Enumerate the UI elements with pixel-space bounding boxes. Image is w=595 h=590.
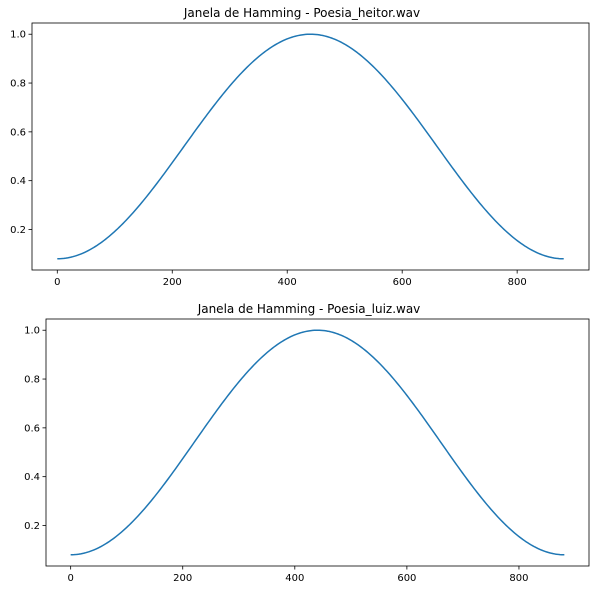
y-tick-label: 0.4 [24,472,40,483]
series-layer [57,33,564,260]
x-tick-label: 800 [508,277,527,288]
x-axis: 0 200 400 600 800 [54,270,527,288]
axes-frame [31,22,590,271]
series-line [57,33,564,260]
x-tick-label: 0 [54,277,60,288]
chart-title: Janela de Hamming - Poesia_heitor.wav [183,6,420,20]
axes-frame [45,318,590,567]
y-axis: 0.2 0.4 0.6 0.8 1.0 [24,326,46,532]
chart-panel-2: Janela de Hamming - Poesia_luiz.wav 0 200… [24,302,590,584]
y-tick-label: 1.0 [24,326,40,337]
y-tick-label: 1.0 [10,30,26,41]
x-tick-label: 800 [509,573,528,584]
y-tick-label: 0.8 [10,79,26,90]
y-axis: 0.2 0.4 0.6 0.8 1.0 [10,30,32,236]
x-tick-label: 200 [173,573,192,584]
plot-area [32,23,589,270]
series-line [70,329,565,556]
x-axis: 0 200 400 600 800 [67,566,529,584]
y-tick-label: 0.4 [10,176,26,187]
y-tick-label: 0.8 [24,375,40,386]
x-tick-label: 400 [285,573,304,584]
x-tick-label: 200 [163,277,182,288]
y-tick-label: 0.2 [24,521,40,532]
y-tick-label: 0.6 [24,423,40,434]
x-tick-label: 600 [397,573,416,584]
plot-area [46,319,589,566]
y-tick-label: 0.2 [10,225,26,236]
y-tick-label: 0.6 [10,127,26,138]
x-tick-label: 400 [278,277,297,288]
x-tick-label: 600 [393,277,412,288]
chart-panel-1: Janela de Hamming - Poesia_heitor.wav 0 2… [10,6,590,288]
chart-title: Janela de Hamming - Poesia_luiz.wav [197,302,421,316]
x-tick-label: 0 [67,573,73,584]
series-layer [70,329,565,556]
